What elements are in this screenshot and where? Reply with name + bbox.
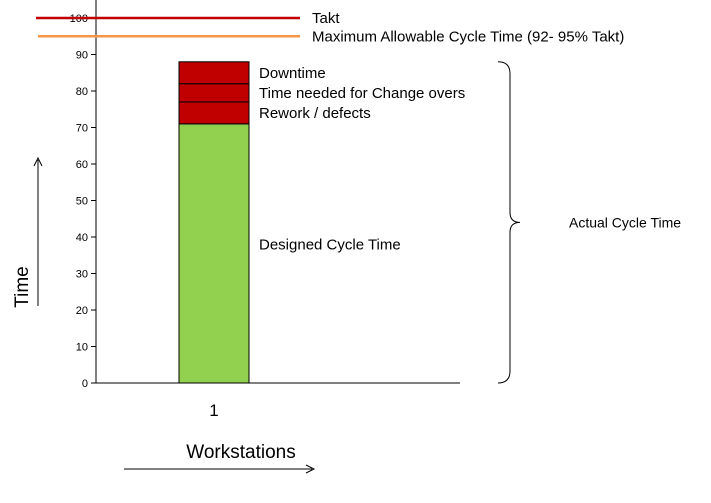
y-axis-title: Time: [12, 266, 33, 308]
bracket-shape: [497, 61, 521, 384]
x-arrow-head: [305, 464, 316, 474]
x-axis-title: Workstations: [186, 442, 295, 463]
x-axis: 1: [96, 382, 460, 420]
x-tick-label: 1: [209, 401, 218, 420]
bracket-label: Actual Cycle Time: [569, 214, 681, 230]
y-tick-label: 50: [76, 196, 88, 208]
stacked-bars: [178, 61, 250, 384]
y-tick-label: 70: [76, 123, 88, 135]
y-tick-label: 10: [76, 342, 88, 354]
segment-label: Rework / defects: [259, 105, 371, 122]
y-tick-label: 80: [76, 86, 88, 98]
segment-label: Downtime: [259, 65, 326, 82]
reference-line-label: Takt: [312, 10, 340, 27]
y-tick-label: 40: [76, 232, 88, 244]
y-tick-label: 0: [82, 378, 88, 390]
y-tick-label: 20: [76, 305, 88, 317]
bar-segment: [178, 61, 250, 85]
y-axis: 0102030405060708090100: [70, 0, 97, 390]
axis-titles: Workstations Time: [12, 156, 316, 474]
actual-cycle-time-bracket: Actual Cycle Time: [497, 61, 681, 384]
bar-segment: [178, 101, 250, 125]
segment-label: Designed Cycle Time: [259, 236, 401, 253]
y-arrow-head: [33, 156, 43, 167]
y-tick-label: 60: [76, 159, 88, 171]
bar-segment: [178, 123, 250, 384]
reference-line-label: Maximum Allowable Cycle Time (92- 95% Ta…: [312, 28, 624, 45]
y-tick-label: 90: [76, 50, 88, 62]
bar-segment: [178, 83, 250, 103]
segment-label: Time needed for Change overs: [259, 85, 465, 102]
series-labels: Designed Cycle Time Rework / defects Time …: [259, 65, 465, 254]
y-tick-label: 30: [76, 269, 88, 281]
